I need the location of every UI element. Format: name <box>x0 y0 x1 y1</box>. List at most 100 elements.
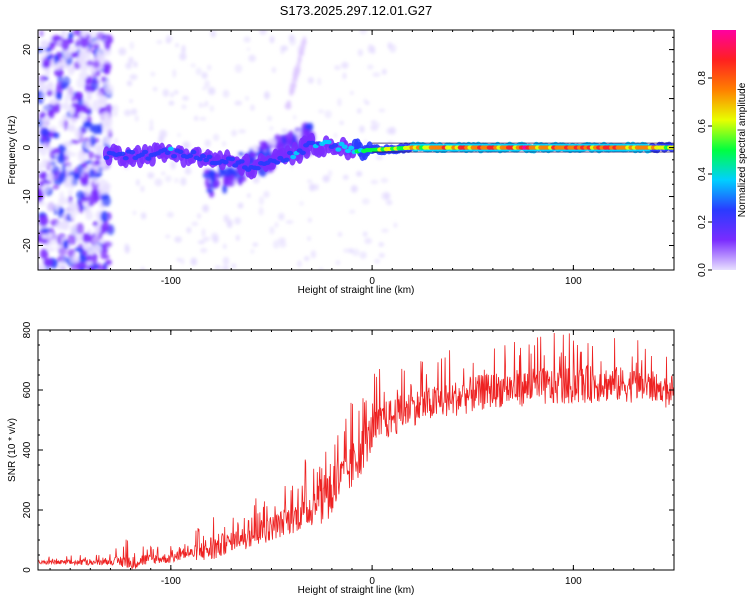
noise-blob <box>68 31 74 39</box>
noise-blob <box>100 111 110 120</box>
noise-blob <box>52 184 60 190</box>
snr-panel: -100 0 100 0 200 400 600 800 Height of straight… <box>7 321 675 596</box>
noise-blob <box>47 171 54 182</box>
speckle-blob <box>278 212 285 221</box>
track-core <box>348 145 355 151</box>
noise-blob <box>100 210 109 223</box>
track-core <box>171 153 178 159</box>
speckle-blob <box>337 98 342 107</box>
spectrogram-frame <box>37 29 675 271</box>
noise-blob <box>38 171 48 180</box>
speckle-blob <box>234 100 243 106</box>
speckle-blob <box>341 61 349 69</box>
noise-blob <box>62 239 69 249</box>
speckle-blob <box>204 79 210 89</box>
noise-blob <box>56 61 64 68</box>
noise-blob <box>38 265 46 270</box>
trail-blob <box>223 179 229 186</box>
speckle-blob <box>201 72 208 79</box>
speckle-blob <box>209 105 215 112</box>
noise-blob <box>73 172 81 180</box>
snr-frame <box>37 329 675 571</box>
noise-blob <box>74 262 81 270</box>
speckle-blob <box>207 87 216 96</box>
noise-blob <box>56 154 65 164</box>
speckle-blob <box>172 68 177 78</box>
speckle-blob <box>384 192 391 200</box>
noise-blob <box>47 108 55 119</box>
noise-blob <box>78 71 89 80</box>
colorbar-tick-label: 0.8 <box>697 71 708 85</box>
speckle-blob <box>259 30 267 35</box>
speckle-blob <box>337 232 343 237</box>
track-core <box>232 163 239 168</box>
track-core <box>196 156 203 162</box>
speckle-blob <box>125 62 132 70</box>
speckle-blob <box>212 235 219 244</box>
speckle-blob <box>375 155 383 160</box>
spectrogram-ylabel: Frequency (Hz) <box>7 116 18 185</box>
speckle-blob <box>166 211 174 218</box>
speckle-blob <box>235 234 240 241</box>
noise-blob <box>88 37 96 45</box>
track-core <box>206 154 213 159</box>
speckle-blob <box>180 177 187 186</box>
noise-blob <box>67 66 75 76</box>
trail-blob <box>205 177 210 188</box>
speckle-blob <box>364 237 373 244</box>
speckle-blob <box>114 137 118 145</box>
noise-blob <box>64 149 72 156</box>
speckle-blob <box>378 253 385 258</box>
noise-blob <box>89 135 96 147</box>
speckle-blob <box>306 179 313 183</box>
noise-blob <box>51 35 62 42</box>
speckle-blob <box>351 248 360 257</box>
speckle-blob <box>222 141 227 147</box>
speckle-blob <box>177 133 181 137</box>
noise-blob <box>70 139 80 144</box>
noise-blob <box>43 117 51 122</box>
noise-blob <box>91 124 101 135</box>
noise-blob <box>74 128 82 139</box>
noise-blob <box>62 102 70 111</box>
spectrogram-ytick-label: -10 <box>22 189 33 204</box>
track-core <box>222 159 229 165</box>
speckle-blob <box>333 132 338 138</box>
spectrogram-xlabel: Height of straight line (km) <box>298 285 415 296</box>
speckle-blob <box>264 92 269 99</box>
noise-blob <box>73 252 79 263</box>
speckle-blob <box>269 226 275 235</box>
wisp-blob <box>293 75 298 80</box>
noise-blob <box>80 177 89 187</box>
speckle-blob <box>179 52 187 61</box>
noise-blob <box>39 30 44 37</box>
speckle-blob <box>250 104 255 111</box>
noise-blob <box>87 151 95 160</box>
speckle-blob <box>339 121 344 125</box>
wisp-blob <box>290 85 295 93</box>
speckle-blob <box>367 64 374 70</box>
noise-blob <box>100 179 109 189</box>
wisp-blob <box>296 61 301 68</box>
speckle-blob <box>165 234 171 239</box>
noise-blob <box>52 102 61 114</box>
colorbar-ticks: 0.0 0.2 0.4 0.6 0.8 <box>697 71 712 277</box>
trail-blob <box>206 188 214 194</box>
speckle-blob <box>197 213 202 219</box>
noise-blob <box>78 112 84 119</box>
speckle-blob <box>269 35 275 44</box>
speckle-blob <box>124 242 129 251</box>
noise-blob <box>90 49 95 54</box>
noise-blob <box>98 95 108 106</box>
track-core <box>341 144 348 149</box>
noise-blob <box>63 50 71 60</box>
speckle-blob <box>204 139 211 148</box>
noise-blob <box>97 47 105 56</box>
speckle-blob <box>190 257 198 266</box>
speckle-blob <box>370 124 379 131</box>
speckle-blob <box>113 111 118 117</box>
snr-plot-area <box>38 330 674 570</box>
speckle-blob <box>191 221 199 226</box>
noise-blob <box>97 167 104 172</box>
